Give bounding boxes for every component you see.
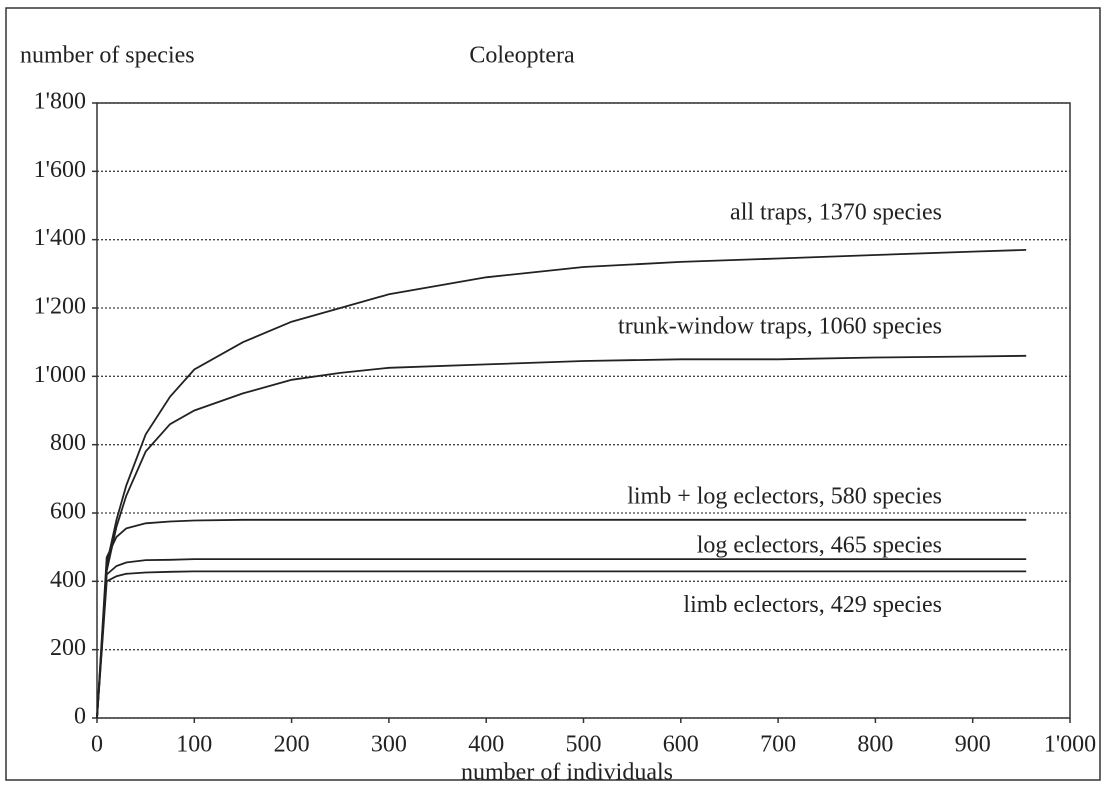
y-tick-label: 1'400 (34, 225, 86, 251)
series-label: log eclectors, 465 species (697, 533, 942, 559)
y-tick-label: 800 (50, 430, 86, 456)
y-tick-label: 400 (50, 567, 86, 593)
y-tick-label: 200 (50, 635, 86, 661)
series-line (96, 570, 1027, 719)
x-tick-label: 300 (371, 732, 407, 758)
x-tick-label: 0 (91, 732, 103, 758)
x-axis-title: number of individuals (461, 760, 673, 786)
x-tick-label: 500 (566, 732, 602, 758)
outer-frame (5, 7, 1101, 781)
y-tick-label: 1'800 (34, 89, 86, 115)
x-tick-label: 900 (955, 732, 991, 758)
y-tick-label: 1'600 (34, 157, 86, 183)
y-tick-label: 0 (74, 704, 86, 730)
series-line (96, 354, 1027, 719)
y-axis-title: number of species (20, 43, 195, 69)
chart-title: Coleoptera (469, 43, 575, 69)
series-line (96, 518, 1027, 719)
x-tick-label: 800 (857, 732, 893, 758)
plot-frame (96, 102, 1071, 719)
series-line (96, 249, 1027, 719)
x-tick-label: 1'000 (1044, 732, 1096, 758)
y-tick-label: 1'200 (34, 294, 86, 320)
y-tick-label: 600 (50, 499, 86, 525)
series-line (96, 558, 1027, 719)
series-label: trunk-window traps, 1060 species (618, 313, 942, 339)
x-tick-label: 700 (760, 732, 796, 758)
x-tick-label: 100 (176, 732, 212, 758)
series-label: limb + log eclectors, 580 species (627, 483, 942, 509)
series-label: limb eclectors, 429 species (683, 592, 942, 618)
x-tick-label: 200 (274, 732, 310, 758)
x-tick-label: 400 (468, 732, 504, 758)
y-tick-label: 1'000 (34, 362, 86, 388)
x-tick-label: 600 (663, 732, 699, 758)
series-label: all traps, 1370 species (730, 199, 942, 225)
